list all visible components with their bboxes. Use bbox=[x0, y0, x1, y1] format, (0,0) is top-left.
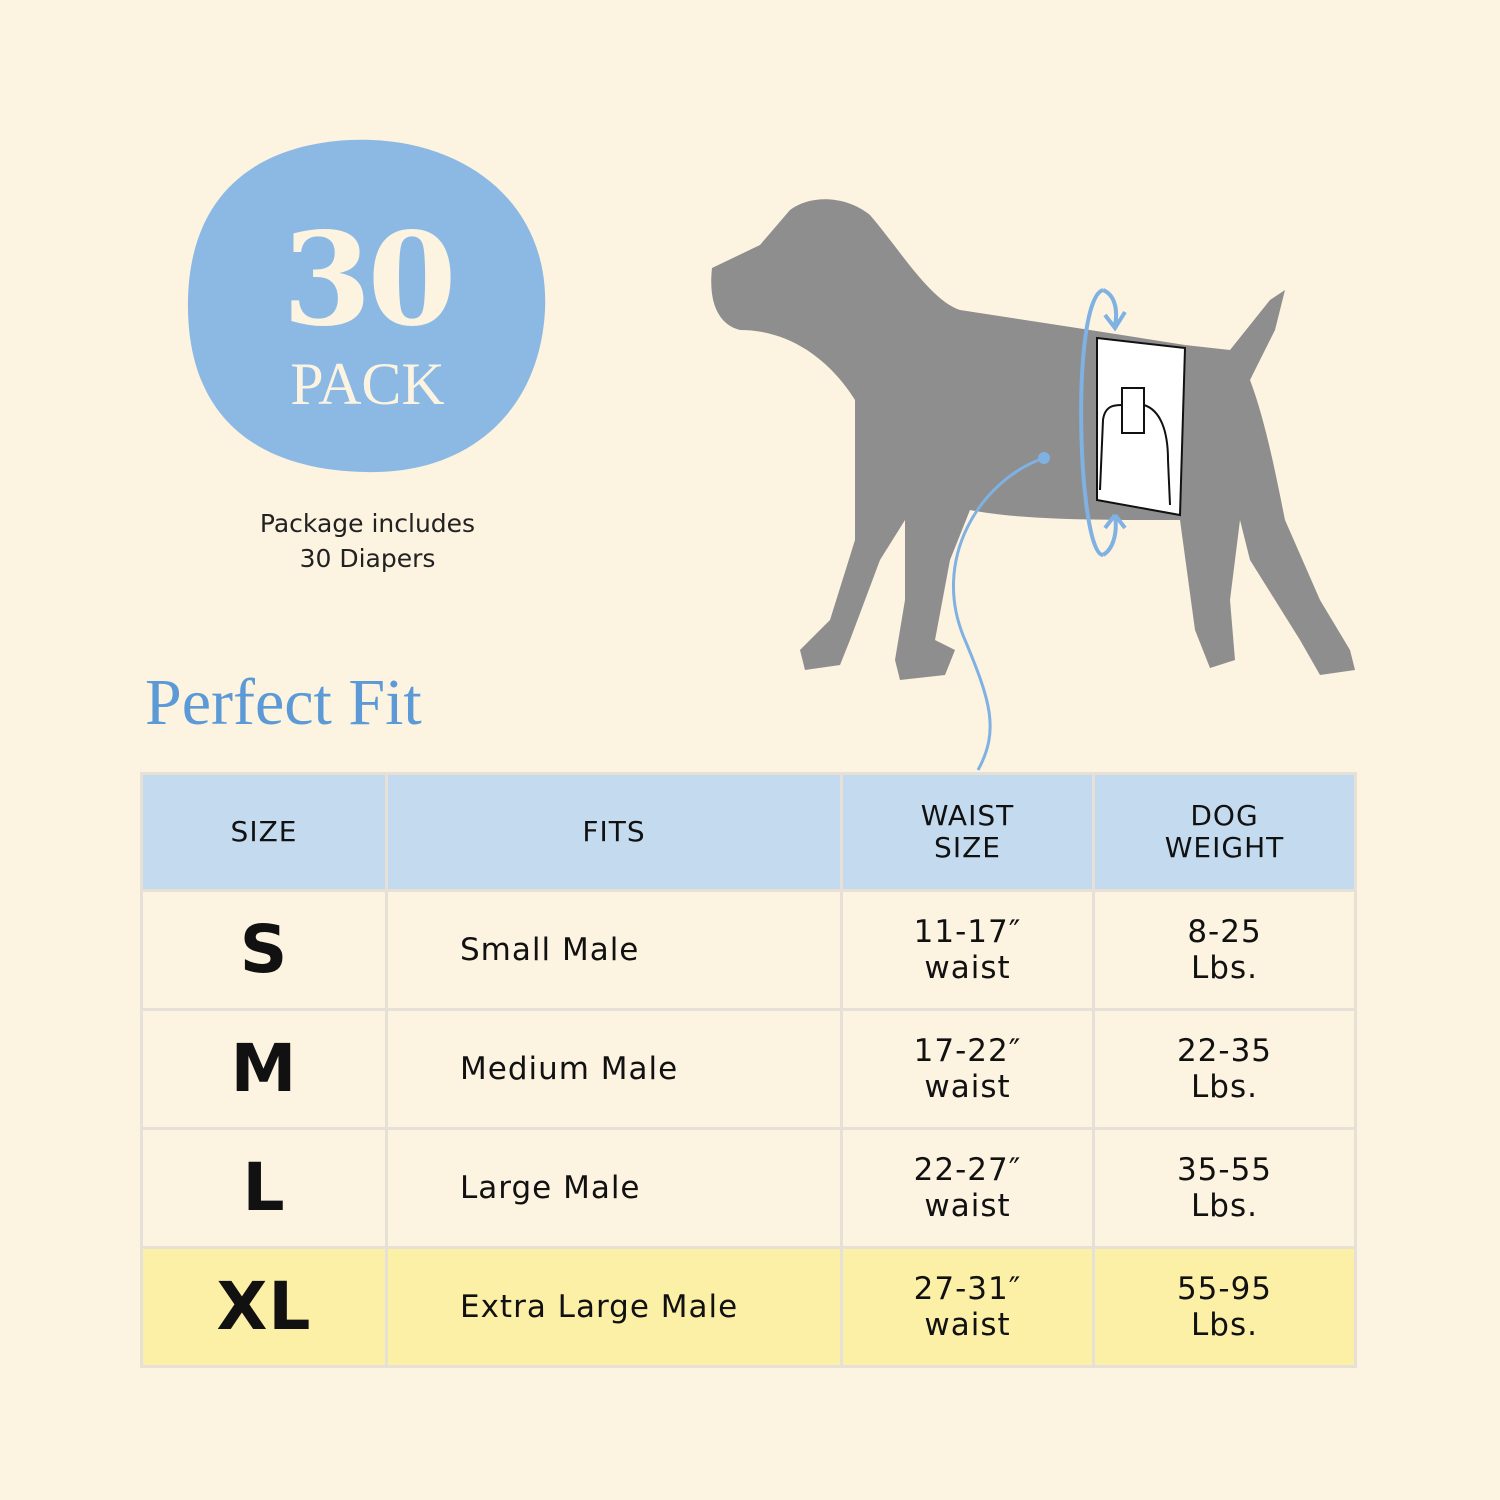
weight-cell: 35-55 Lbs. bbox=[1092, 1127, 1357, 1249]
weight-cell: 22-35 Lbs. bbox=[1092, 1008, 1357, 1130]
package-line: Package includes bbox=[259, 509, 476, 538]
package-includes: Package includes 30 Diapers bbox=[200, 506, 535, 576]
weight-cell: 8-25 Lbs. bbox=[1092, 889, 1357, 1011]
table-row: M Medium Male 17-22″ waist 22-35 Lbs. bbox=[140, 1008, 1357, 1130]
header-weight: DOG WEIGHT bbox=[1092, 772, 1357, 892]
section-title: Perfect Fit bbox=[145, 666, 422, 739]
header-size: SIZE bbox=[140, 772, 388, 892]
waist-cell: 17-22″ waist bbox=[840, 1008, 1095, 1130]
badge-blob bbox=[187, 139, 546, 473]
size-cell: L bbox=[140, 1127, 388, 1249]
table-row: L Large Male 22-27″ waist 35-55 Lbs. bbox=[140, 1127, 1357, 1249]
waist-arrow bbox=[1079, 288, 1105, 557]
size-cell: XL bbox=[140, 1246, 388, 1368]
header-fits: FITS bbox=[385, 772, 843, 892]
dog-silhouette bbox=[711, 199, 1355, 680]
table-row-highlighted: XL Extra Large Male 27-31″ waist 55-95 Lbs… bbox=[140, 1246, 1357, 1368]
header-waist: WAIST SIZE bbox=[840, 772, 1095, 892]
waist-cell: 22-27″ waist bbox=[840, 1127, 1095, 1249]
waist-cell: 27-31″ waist bbox=[840, 1246, 1095, 1368]
fits-cell: Small Male bbox=[385, 889, 843, 1011]
fits-cell: Medium Male bbox=[385, 1008, 843, 1130]
package-line: 30 Diapers bbox=[299, 544, 436, 573]
size-chart: SIZE FITS WAIST SIZE DOG WEIGHT S Small Ma… bbox=[140, 772, 1357, 1368]
table-header: SIZE FITS WAIST SIZE DOG WEIGHT bbox=[140, 772, 1357, 892]
weight-cell: 55-95 Lbs. bbox=[1092, 1246, 1357, 1368]
pack-label: PACK bbox=[290, 351, 445, 417]
dog-illustration bbox=[711, 199, 1355, 771]
pack-count: 30 bbox=[282, 205, 456, 355]
size-cell: M bbox=[140, 1008, 388, 1130]
fits-cell: Extra Large Male bbox=[385, 1246, 843, 1368]
waist-cell: 11-17″ waist bbox=[840, 889, 1095, 1011]
fits-cell: Large Male bbox=[385, 1127, 843, 1249]
size-cell: S bbox=[140, 889, 388, 1011]
table-row: S Small Male 11-17″ waist 8-25 Lbs. bbox=[140, 889, 1357, 1011]
pointer-line bbox=[952, 456, 1045, 771]
